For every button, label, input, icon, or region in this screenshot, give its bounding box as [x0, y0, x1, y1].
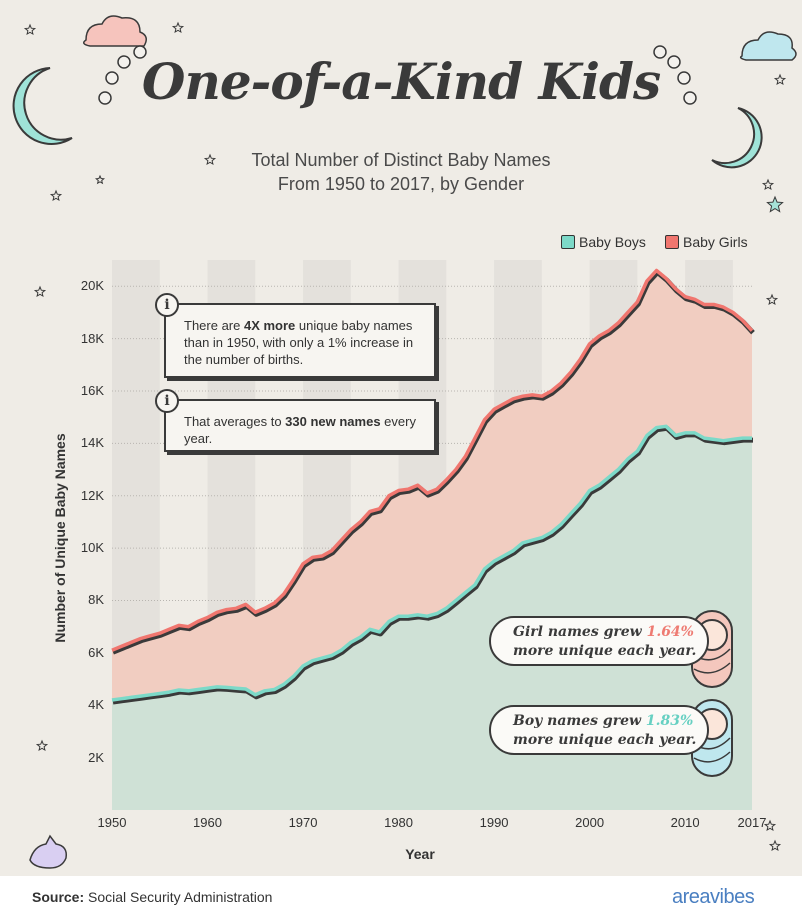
star-icon — [29, 834, 68, 869]
scallop-dot — [667, 55, 681, 69]
info-note-average: i That averages to 330 new names every y… — [155, 389, 436, 452]
scallop-dot — [133, 45, 147, 59]
x-tick-label: 2000 — [575, 815, 605, 830]
callout-boys-post: more unique each year. — [513, 732, 697, 748]
legend-item-girls: Baby Girls — [665, 234, 748, 250]
decorations — [12, 15, 797, 869]
star-icon — [49, 189, 63, 202]
legend-label-boys: Baby Boys — [579, 234, 646, 250]
star-icon — [766, 195, 784, 213]
scallop-dot — [653, 45, 667, 59]
star-icon — [33, 285, 47, 298]
callout-girls-post: more unique each year. — [513, 643, 697, 659]
y-tick-label: 8K — [88, 592, 104, 608]
star-icon — [768, 839, 782, 852]
star-icon — [171, 21, 185, 34]
subtitle-line-1: Total Number of Distinct Baby Names — [251, 150, 551, 170]
source-label: Source: — [32, 889, 85, 905]
y-tick-label: 6K — [88, 644, 104, 660]
callout-boys-growth: Boy names grew 1.83% more unique each ye… — [489, 705, 709, 755]
callout-boys-value: 1.83% — [645, 713, 694, 729]
x-tick-label: 1980 — [384, 815, 414, 830]
callout-girls-growth: Girl names grew 1.64% more unique each y… — [489, 616, 709, 666]
y-tick-label: 4K — [88, 697, 104, 713]
footer-bar — [0, 876, 802, 916]
note-text-pre: That averages to — [184, 414, 286, 429]
line-shadow-baby-boys — [112, 425, 753, 705]
legend-swatch-girls — [665, 235, 679, 249]
moon-icon — [12, 67, 73, 145]
y-tick-label: 10K — [80, 540, 104, 556]
y-tick-label: 14K — [80, 435, 104, 451]
series-lines — [111, 268, 755, 705]
moon-icon — [711, 107, 763, 169]
note-text-pre: There are — [184, 318, 244, 333]
brand-logo[interactable]: areavibes — [672, 886, 755, 908]
legend-item-boys: Baby Boys — [561, 234, 646, 250]
note-text-bold: 330 new names — [285, 414, 381, 429]
x-tick-label: 1970 — [288, 815, 318, 830]
line-baby-girls — [111, 268, 754, 652]
source-credit: Source: Social Security Administration — [32, 889, 272, 905]
source-text: Social Security Administration — [88, 889, 273, 905]
scallop-dot — [117, 55, 131, 69]
star-icon — [773, 73, 787, 86]
subtitle-line-2: From 1950 to 2017, by Gender — [277, 174, 525, 194]
x-tick-label: 1950 — [97, 815, 127, 830]
info-icon: i — [155, 389, 179, 413]
scallop-dot — [677, 71, 691, 85]
star-icon — [23, 23, 37, 36]
note-text-bold: 4X more — [243, 318, 296, 333]
page-title: One-of-a-Kind Kids — [141, 52, 661, 111]
scallop-dot — [683, 91, 697, 105]
line-baby-boys — [111, 424, 752, 702]
scallop-dot — [98, 91, 112, 105]
y-tick-label: 12K — [80, 487, 104, 503]
x-axis-label: Year — [405, 846, 435, 862]
star-icon — [35, 739, 49, 752]
callout-boys-pre: Boy names grew — [513, 713, 646, 729]
star-icon — [763, 819, 777, 832]
cloud-icon — [83, 15, 147, 47]
x-tick-label: 2017 — [737, 815, 767, 830]
legend-label-girls: Baby Girls — [683, 234, 748, 250]
note-text-post: unique baby names than in 1950, with onl… — [184, 318, 414, 367]
legend-swatch-boys — [561, 235, 575, 249]
scallop-dot — [105, 71, 119, 85]
star-icon — [95, 174, 105, 185]
x-tick-label: 2010 — [670, 815, 700, 830]
callout-girls-pre: Girl names grew — [513, 624, 647, 640]
y-axis-label: Number of Unique Baby Names — [52, 433, 68, 643]
cloud-icon — [739, 31, 797, 61]
x-tick-label: 1990 — [479, 815, 509, 830]
y-tick-label: 18K — [80, 330, 104, 346]
info-icon: i — [155, 293, 179, 317]
baby-girl-icon-fold — [693, 662, 731, 674]
info-note-births: i There are 4X more unique baby names th… — [155, 293, 436, 378]
y-tick-label: 16K — [80, 382, 104, 398]
star-icon — [203, 153, 217, 166]
callout-girls-value: 1.64% — [646, 624, 694, 640]
note-text-post: every year. — [184, 414, 416, 446]
star-icon — [765, 293, 779, 306]
baby-boy-icon-fold — [693, 751, 731, 763]
y-tick-label: 2K — [88, 749, 104, 765]
x-tick-label: 1960 — [193, 815, 222, 830]
y-tick-label: 20K — [80, 278, 104, 294]
star-icon — [761, 178, 775, 191]
